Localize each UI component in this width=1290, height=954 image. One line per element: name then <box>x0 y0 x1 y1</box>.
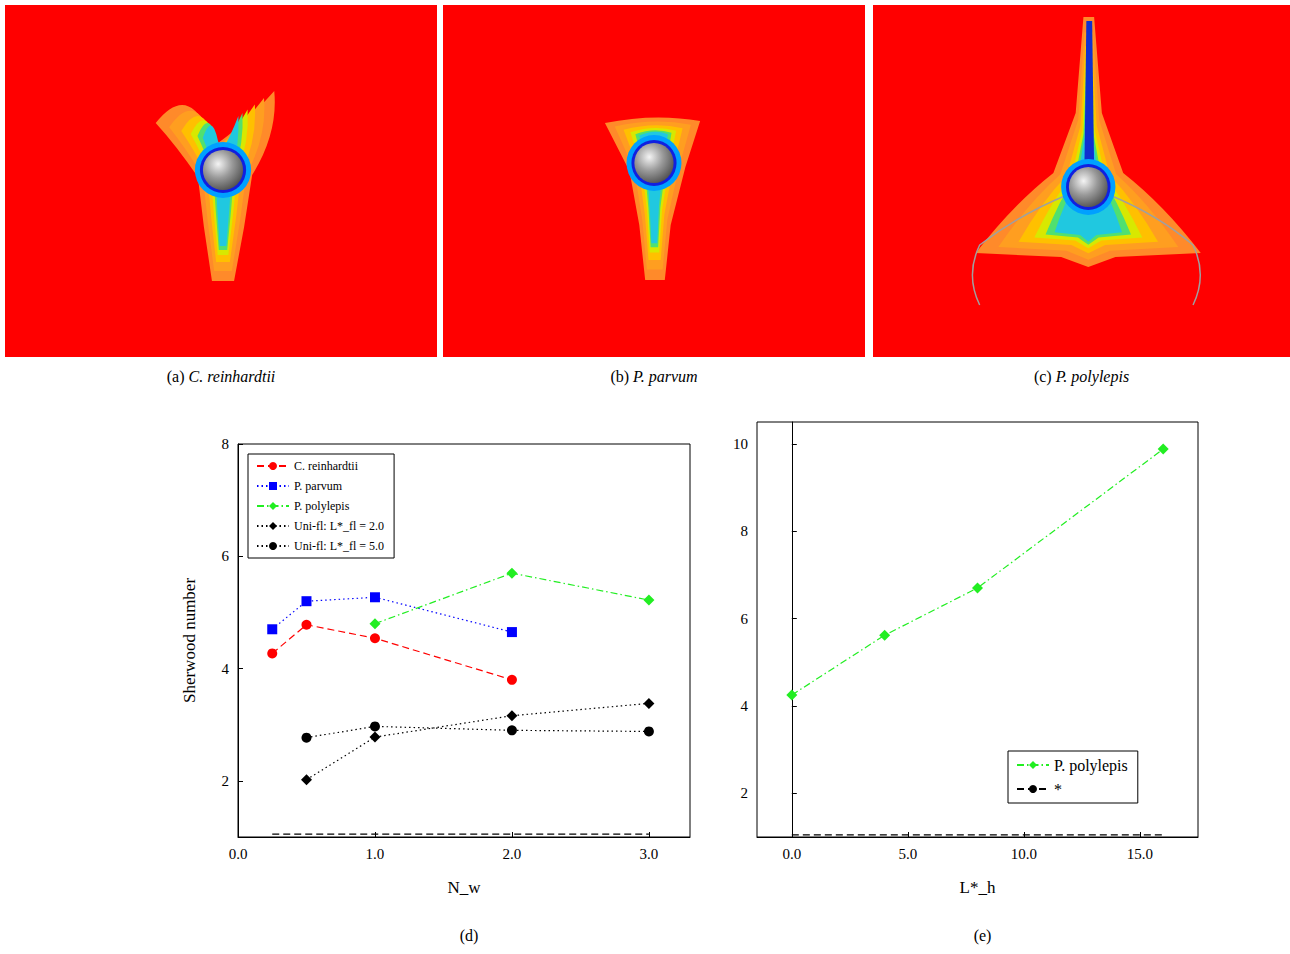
svg-text:Uni-fl: L*_fl = 2.0: Uni-fl: L*_fl = 2.0 <box>294 519 384 533</box>
svg-text:0.0: 0.0 <box>229 846 248 862</box>
svg-text:*: * <box>1054 781 1062 798</box>
html-text:(a) C. reinhardtii: (a) C. reinhardtii <box>166 368 276 385</box>
svg-text:C. reinhardtii: C. reinhardtii <box>294 459 359 473</box>
svg-text:(d): (d) <box>460 927 479 945</box>
svg-text:P. polylepis: P. polylepis <box>294 499 350 513</box>
html-text:(b) P. parvum: (b) P. parvum <box>610 368 698 385</box>
svg-text:4: 4 <box>741 698 749 714</box>
svg-text:L*_h: L*_h <box>960 878 996 897</box>
svg-text:2.0: 2.0 <box>503 846 522 862</box>
svg-text:0.0: 0.0 <box>782 846 801 862</box>
svg-text:6: 6 <box>222 548 230 564</box>
svg-text:10: 10 <box>733 436 748 452</box>
svg-text:Sherwood number: Sherwood number <box>180 578 199 703</box>
svg-text:10.0: 10.0 <box>1011 846 1037 862</box>
svg-text:P. polylepis: P. polylepis <box>1054 757 1128 775</box>
html-text:(c) P. polylepis: (c) P. polylepis <box>1033 368 1130 385</box>
svg-text:(e): (e) <box>974 927 992 945</box>
svg-text:6: 6 <box>741 611 749 627</box>
svg-text:2: 2 <box>222 773 230 789</box>
svg-text:15.0: 15.0 <box>1127 846 1153 862</box>
svg-text:P. parvum: P. parvum <box>294 479 343 493</box>
svg-text:1.0: 1.0 <box>366 846 385 862</box>
svg-text:N_w: N_w <box>447 878 481 897</box>
svg-text:4: 4 <box>222 661 230 677</box>
svg-text:5.0: 5.0 <box>898 846 917 862</box>
svg-text:8: 8 <box>222 436 230 452</box>
svg-text:2: 2 <box>741 785 749 801</box>
svg-text:3.0: 3.0 <box>640 846 659 862</box>
svg-text:8: 8 <box>741 523 749 539</box>
svg-text:Uni-fl: L*_fl = 5.0: Uni-fl: L*_fl = 5.0 <box>294 539 384 553</box>
